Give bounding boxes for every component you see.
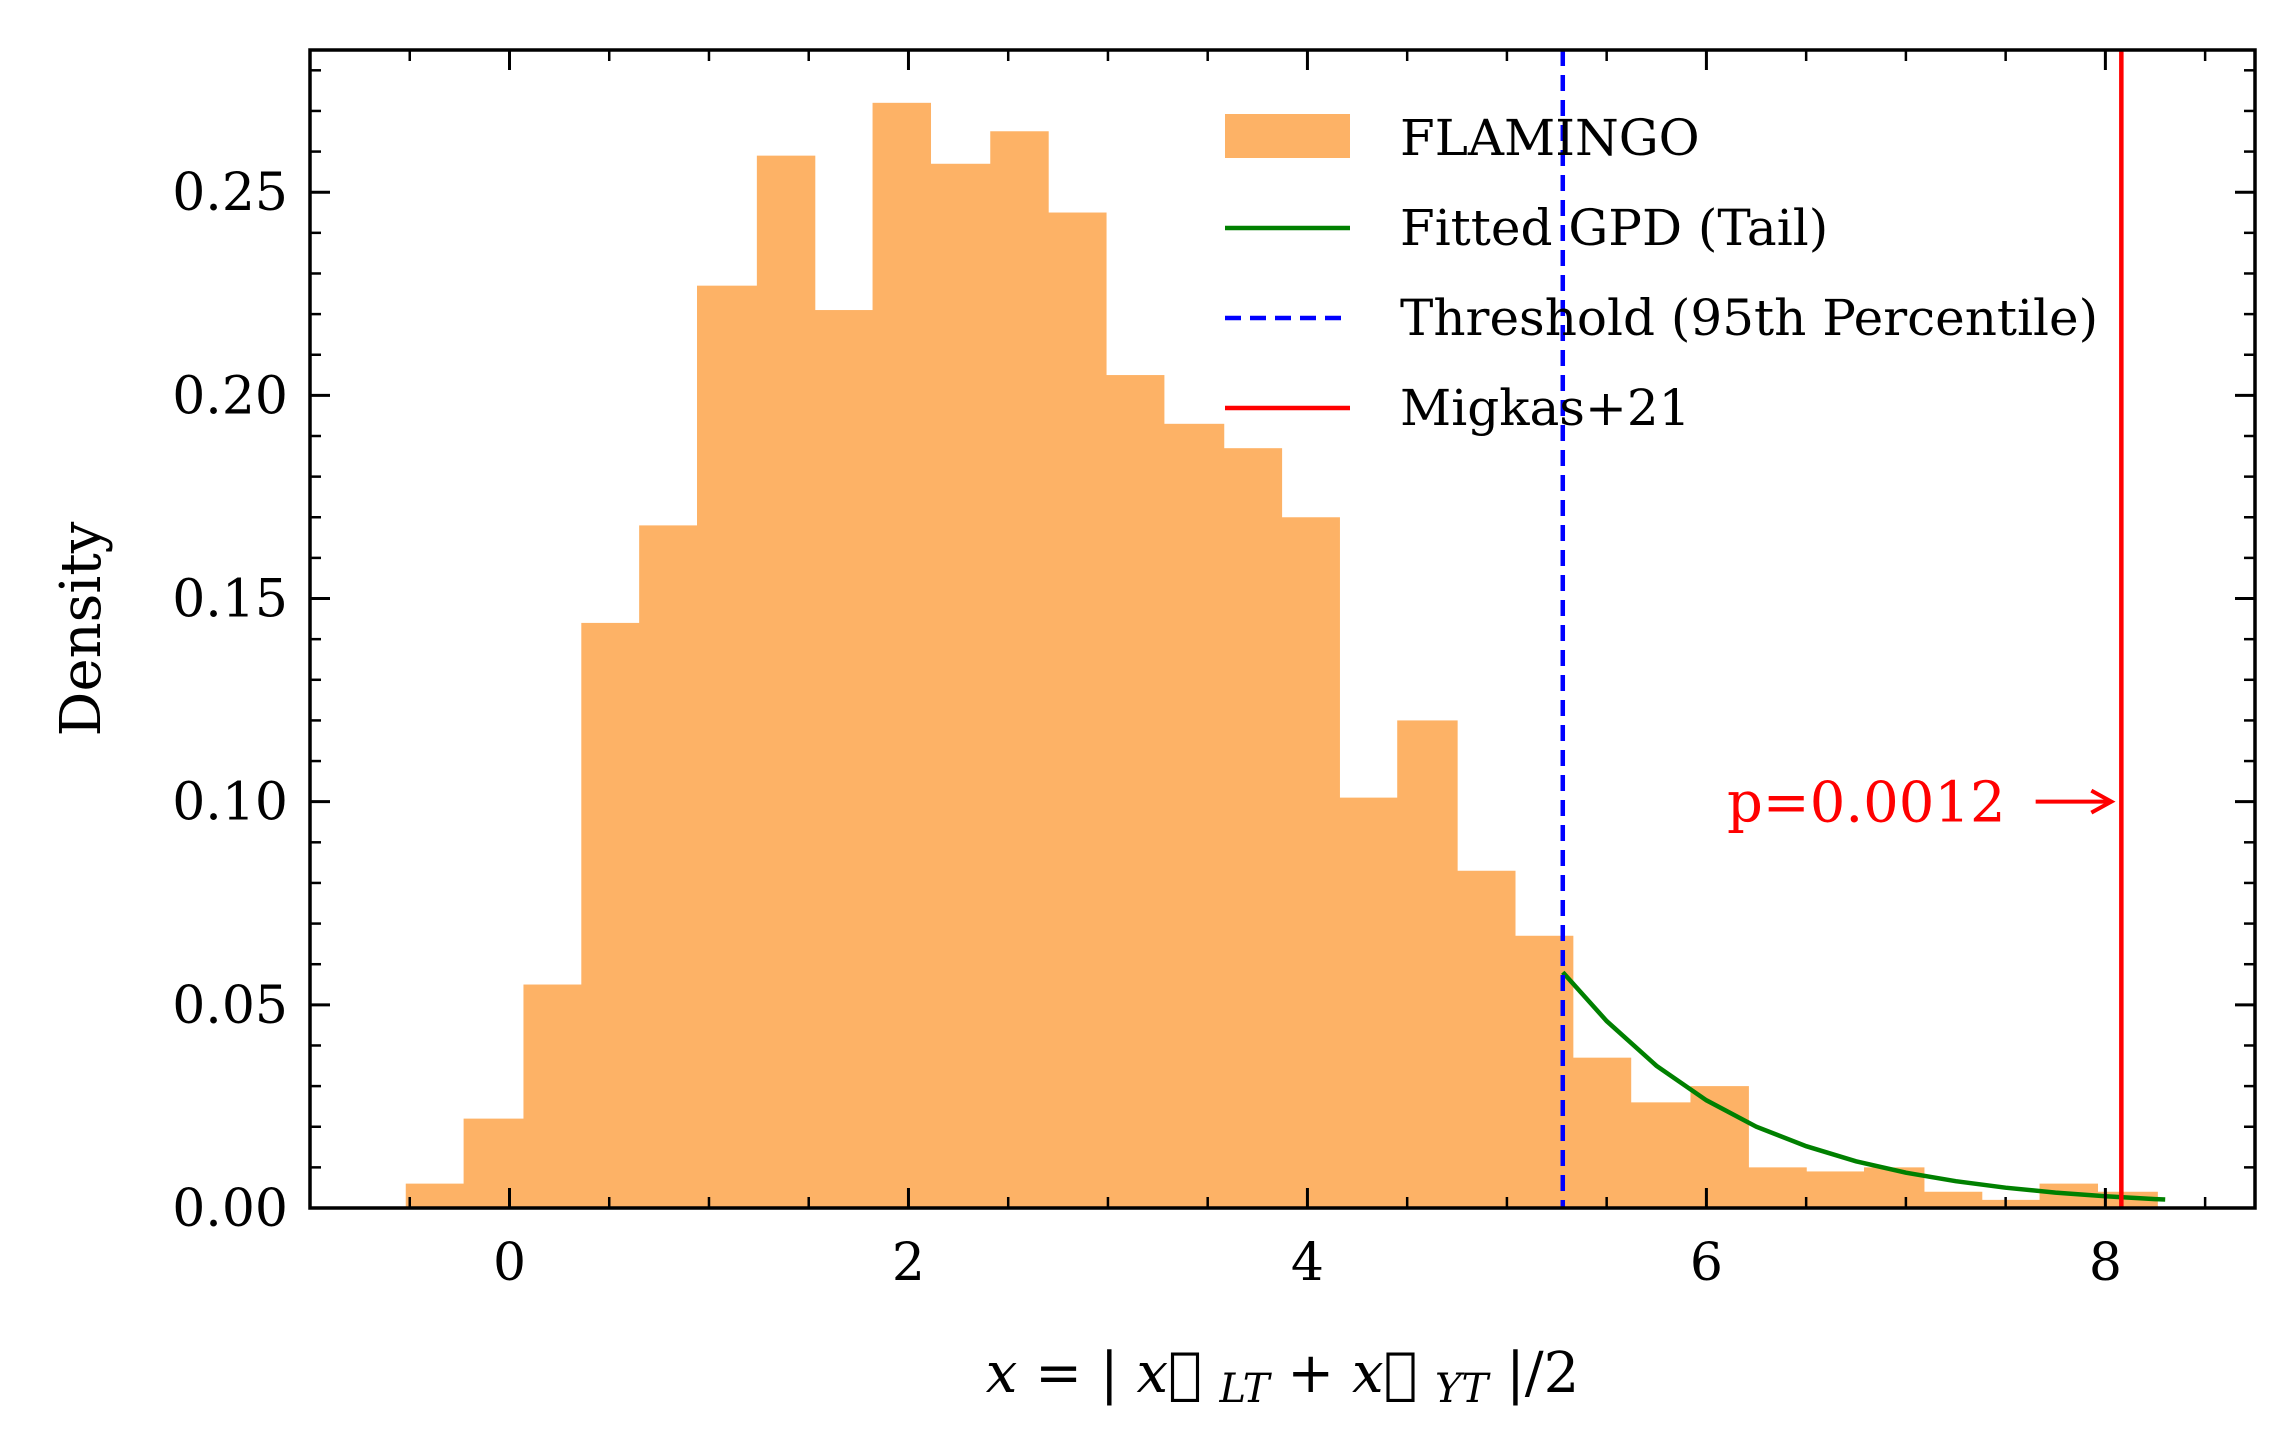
xlabel-sub1: LT xyxy=(1219,1366,1273,1412)
xlabel-tail: |/2 xyxy=(1506,1341,1579,1406)
histogram-bar xyxy=(1572,1057,1632,1208)
legend-label: FLAMINGO xyxy=(1400,109,1700,167)
histogram-bar xyxy=(1223,448,1283,1209)
histogram-bar xyxy=(1397,720,1458,1208)
gpd-fit-line xyxy=(1561,970,2166,1202)
x-tick-label: 0 xyxy=(493,1233,526,1293)
histogram-bar xyxy=(1981,1199,2041,1208)
histogram-bar xyxy=(1690,1086,1749,1208)
xlabel-vec1: x⃗ xyxy=(1137,1341,1202,1406)
plot-frame xyxy=(308,48,2257,1210)
histogram-bar xyxy=(872,102,932,1209)
histogram-bar xyxy=(1748,1167,1807,1208)
histogram-bar xyxy=(1048,212,1107,1209)
histogram-bar xyxy=(1806,1171,1865,1208)
xlabel-vec2: x⃗ xyxy=(1352,1341,1417,1406)
y-tick-label: 0.05 xyxy=(172,976,288,1036)
x-tick-label: 8 xyxy=(2089,1233,2122,1293)
y-tick-label: 0.10 xyxy=(172,773,288,833)
histogram-bar xyxy=(1163,423,1225,1208)
legend: FLAMINGO Fitted GPD (Tail) Threshold (95th… xyxy=(1225,109,2098,437)
xlabel-x: x xyxy=(986,1341,1018,1406)
annotation-arrow-head xyxy=(2090,788,2116,815)
histogram-bar xyxy=(1105,375,1165,1209)
y-axis-title: Density xyxy=(49,521,114,736)
histogram-bar xyxy=(1630,1102,1692,1208)
x-axis-title: x = | x⃗ LT + x⃗ YT |/2 xyxy=(986,1341,1580,1416)
p-value-annotation: p=0.0012 xyxy=(1727,771,2116,836)
y-tick-label: 0.15 xyxy=(172,570,288,630)
histogram-bar xyxy=(930,163,991,1208)
x-tick-label: 4 xyxy=(1291,1233,1324,1293)
p-value-text: p=0.0012 xyxy=(1727,771,2006,836)
histogram-bar xyxy=(463,1118,525,1208)
histogram-bar xyxy=(405,1183,465,1208)
histogram-bar xyxy=(639,525,698,1208)
histogram-bars xyxy=(405,102,2158,1209)
histogram-bar xyxy=(1339,797,1398,1208)
y-tick-label: 0.20 xyxy=(172,366,288,426)
histogram-bar xyxy=(1457,870,1516,1208)
legend-label: Threshold (95th Percentile) xyxy=(1400,289,2098,347)
histogram-bar xyxy=(1923,1191,1983,1208)
tick-labels: 0 2 4 6 8 0.00 0.05 0.10 0.15 0.20 0.25 xyxy=(172,163,2122,1293)
legend-label: Fitted GPD (Tail) xyxy=(1400,199,1828,257)
y-tick-label: 0.00 xyxy=(172,1179,288,1239)
y-tick-label: 0.25 xyxy=(172,163,288,223)
legend-label: Migkas+21 xyxy=(1400,379,1690,437)
histogram-bar xyxy=(523,984,582,1208)
x-tick-label: 2 xyxy=(892,1233,925,1293)
histogram-bar xyxy=(814,310,874,1208)
axis-ticks xyxy=(310,50,2255,1210)
xlabel-eq: = | xyxy=(1035,1341,1119,1406)
histogram-bar xyxy=(1281,517,1340,1208)
legend-patch-flamingo xyxy=(1225,114,1350,158)
xlabel-plus: + xyxy=(1287,1341,1352,1406)
histogram-bar xyxy=(697,285,758,1208)
x-tick-label: 6 xyxy=(1690,1233,1723,1293)
histogram-bar xyxy=(990,131,1049,1208)
xlabel-sub2: YT xyxy=(1435,1366,1491,1412)
histogram-bar xyxy=(581,622,640,1208)
histogram-bar xyxy=(756,155,816,1209)
